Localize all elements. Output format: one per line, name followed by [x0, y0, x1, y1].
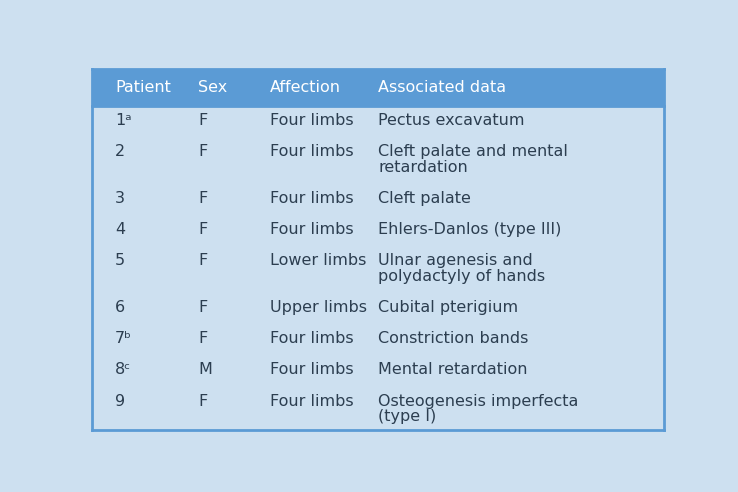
Text: 7ᵇ: 7ᵇ: [115, 332, 132, 346]
Text: Cleft palate and mental: Cleft palate and mental: [379, 144, 568, 159]
Text: F: F: [198, 253, 207, 268]
Text: Affection: Affection: [269, 80, 340, 95]
Text: Four limbs: Four limbs: [269, 113, 354, 128]
Text: 3: 3: [115, 191, 125, 206]
Text: polydactyly of hands: polydactyly of hands: [379, 269, 545, 284]
Text: Four limbs: Four limbs: [269, 222, 354, 237]
Text: F: F: [198, 222, 207, 237]
Text: F: F: [198, 113, 207, 128]
Text: Upper limbs: Upper limbs: [269, 300, 367, 315]
Text: Four limbs: Four limbs: [269, 144, 354, 159]
Text: Lower limbs: Lower limbs: [269, 253, 366, 268]
Text: Osteogenesis imperfecta: Osteogenesis imperfecta: [379, 394, 579, 408]
Text: Mental retardation: Mental retardation: [379, 363, 528, 377]
Text: Ulnar agenesis and: Ulnar agenesis and: [379, 253, 533, 268]
Text: retardation: retardation: [379, 160, 468, 175]
Text: Constriction bands: Constriction bands: [379, 332, 528, 346]
Text: Four limbs: Four limbs: [269, 363, 354, 377]
Text: 2: 2: [115, 144, 125, 159]
Text: F: F: [198, 300, 207, 315]
Text: Cubital pterigium: Cubital pterigium: [379, 300, 518, 315]
Text: F: F: [198, 394, 207, 408]
Bar: [92, 68, 664, 106]
Text: Sex: Sex: [198, 80, 227, 95]
Text: F: F: [198, 332, 207, 346]
Text: Patient: Patient: [115, 80, 171, 95]
Text: (type I): (type I): [379, 409, 436, 425]
Text: 5: 5: [115, 253, 125, 268]
Text: 1ᵃ: 1ᵃ: [115, 113, 132, 128]
Text: F: F: [198, 144, 207, 159]
Text: 9: 9: [115, 394, 125, 408]
Text: Pectus excavatum: Pectus excavatum: [379, 113, 525, 128]
Text: Associated data: Associated data: [379, 80, 506, 95]
Text: Four limbs: Four limbs: [269, 191, 354, 206]
Text: 8ᶜ: 8ᶜ: [115, 363, 131, 377]
Text: Ehlers-Danlos (type III): Ehlers-Danlos (type III): [379, 222, 562, 237]
Text: 4: 4: [115, 222, 125, 237]
Text: Four limbs: Four limbs: [269, 332, 354, 346]
Text: M: M: [198, 363, 212, 377]
Text: Four limbs: Four limbs: [269, 394, 354, 408]
Text: 6: 6: [115, 300, 125, 315]
Text: F: F: [198, 191, 207, 206]
Text: Cleft palate: Cleft palate: [379, 191, 471, 206]
